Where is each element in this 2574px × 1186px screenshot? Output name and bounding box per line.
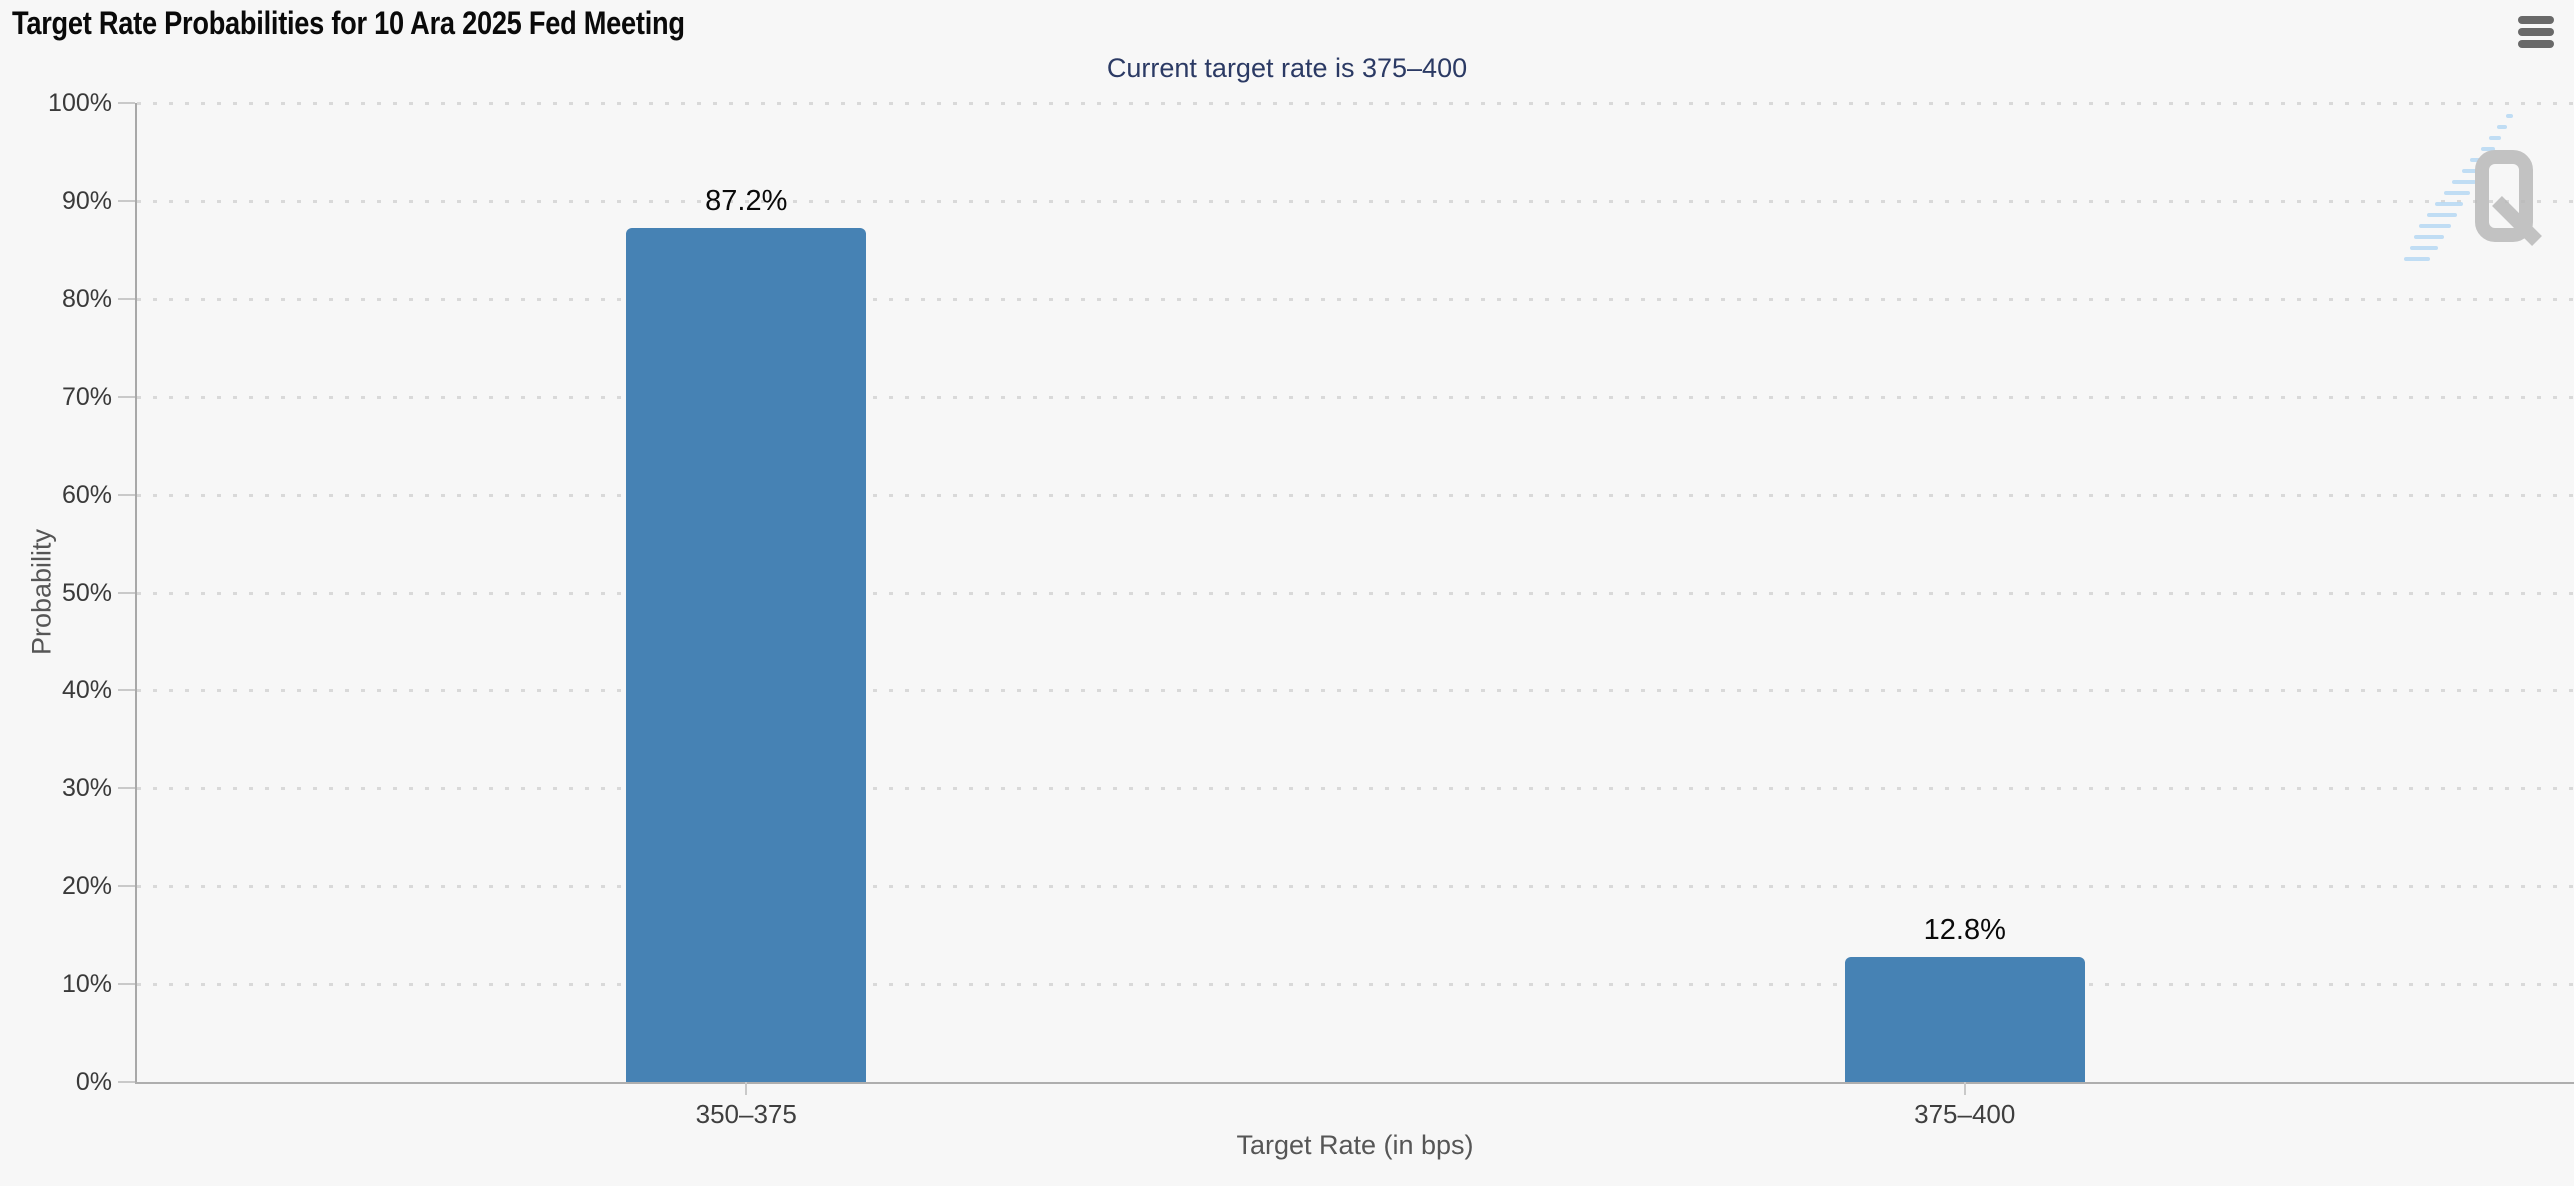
y-gridline — [137, 591, 2574, 595]
y-tick-label: 10% — [61, 970, 112, 999]
quikstrike-watermark-icon — [2404, 114, 2542, 261]
y-axis-title: Probability — [26, 528, 57, 656]
y-gridline — [137, 199, 2574, 203]
y-tick-mark — [118, 1081, 135, 1083]
y-tick-label: 40% — [61, 676, 112, 705]
x-tick-label: 350–375 — [695, 1099, 797, 1129]
y-tick-label: 0% — [75, 1068, 112, 1096]
bar-350–375[interactable] — [626, 228, 867, 1082]
y-gridline — [137, 983, 2574, 987]
y-tick-mark — [118, 689, 135, 692]
y-tick-label: 20% — [61, 872, 112, 901]
y-tick-label: 30% — [61, 774, 112, 803]
y-tick-label: 90% — [61, 186, 112, 215]
y-gridline — [137, 395, 2574, 399]
y-tick-mark — [118, 787, 135, 790]
y-tick-label: 100% — [48, 89, 112, 117]
hamburger-icon — [2518, 40, 2554, 48]
y-tick-mark — [118, 395, 135, 398]
bar-value-label: 87.2% — [705, 185, 788, 218]
y-tick-label: 70% — [61, 382, 112, 411]
y-tick-mark — [118, 102, 135, 104]
watermark-q-letter — [2475, 150, 2542, 246]
chart-subtitle: Current target rate is 375–400 — [1106, 53, 1468, 83]
y-tick-mark — [118, 297, 135, 300]
x-tick-mark — [1963, 1082, 1966, 1095]
bar-value-label: 12.8% — [1923, 913, 2006, 946]
y-tick-label: 50% — [61, 578, 112, 607]
chart-title: Target Rate Probabilities for 10 Ara 202… — [12, 5, 685, 41]
hamburger-icon — [2518, 16, 2554, 24]
y-gridline — [137, 102, 2574, 105]
x-tick-label: 375–400 — [1914, 1099, 2016, 1129]
y-gridline — [137, 689, 2574, 693]
y-tick-mark — [118, 199, 135, 202]
y-gridline — [137, 493, 2574, 497]
x-tick-mark — [745, 1082, 748, 1095]
y-gridline — [137, 297, 2574, 301]
y-tick-label: 80% — [61, 284, 112, 313]
plot-area: 0% 10% 20% 30% 40% 50% 60% 70% 80% 90% 100% 87.2% 35… — [48, 89, 2574, 1129]
y-tick-label: 60% — [61, 480, 112, 509]
y-tick-mark — [118, 591, 135, 594]
bar-375–400[interactable] — [1844, 956, 2085, 1082]
x-axis-line — [135, 1082, 2574, 1084]
y-gridline — [137, 885, 2574, 889]
hamburger-icon — [2518, 28, 2554, 36]
y-tick-mark — [118, 983, 135, 986]
x-axis-title: Target Rate (in bps) — [1236, 1130, 1474, 1160]
export-menu-button[interactable] — [2518, 16, 2554, 48]
y-tick-mark — [118, 493, 135, 496]
y-axis-line — [135, 103, 137, 1084]
y-gridline — [137, 787, 2574, 791]
y-tick-mark — [118, 885, 135, 888]
